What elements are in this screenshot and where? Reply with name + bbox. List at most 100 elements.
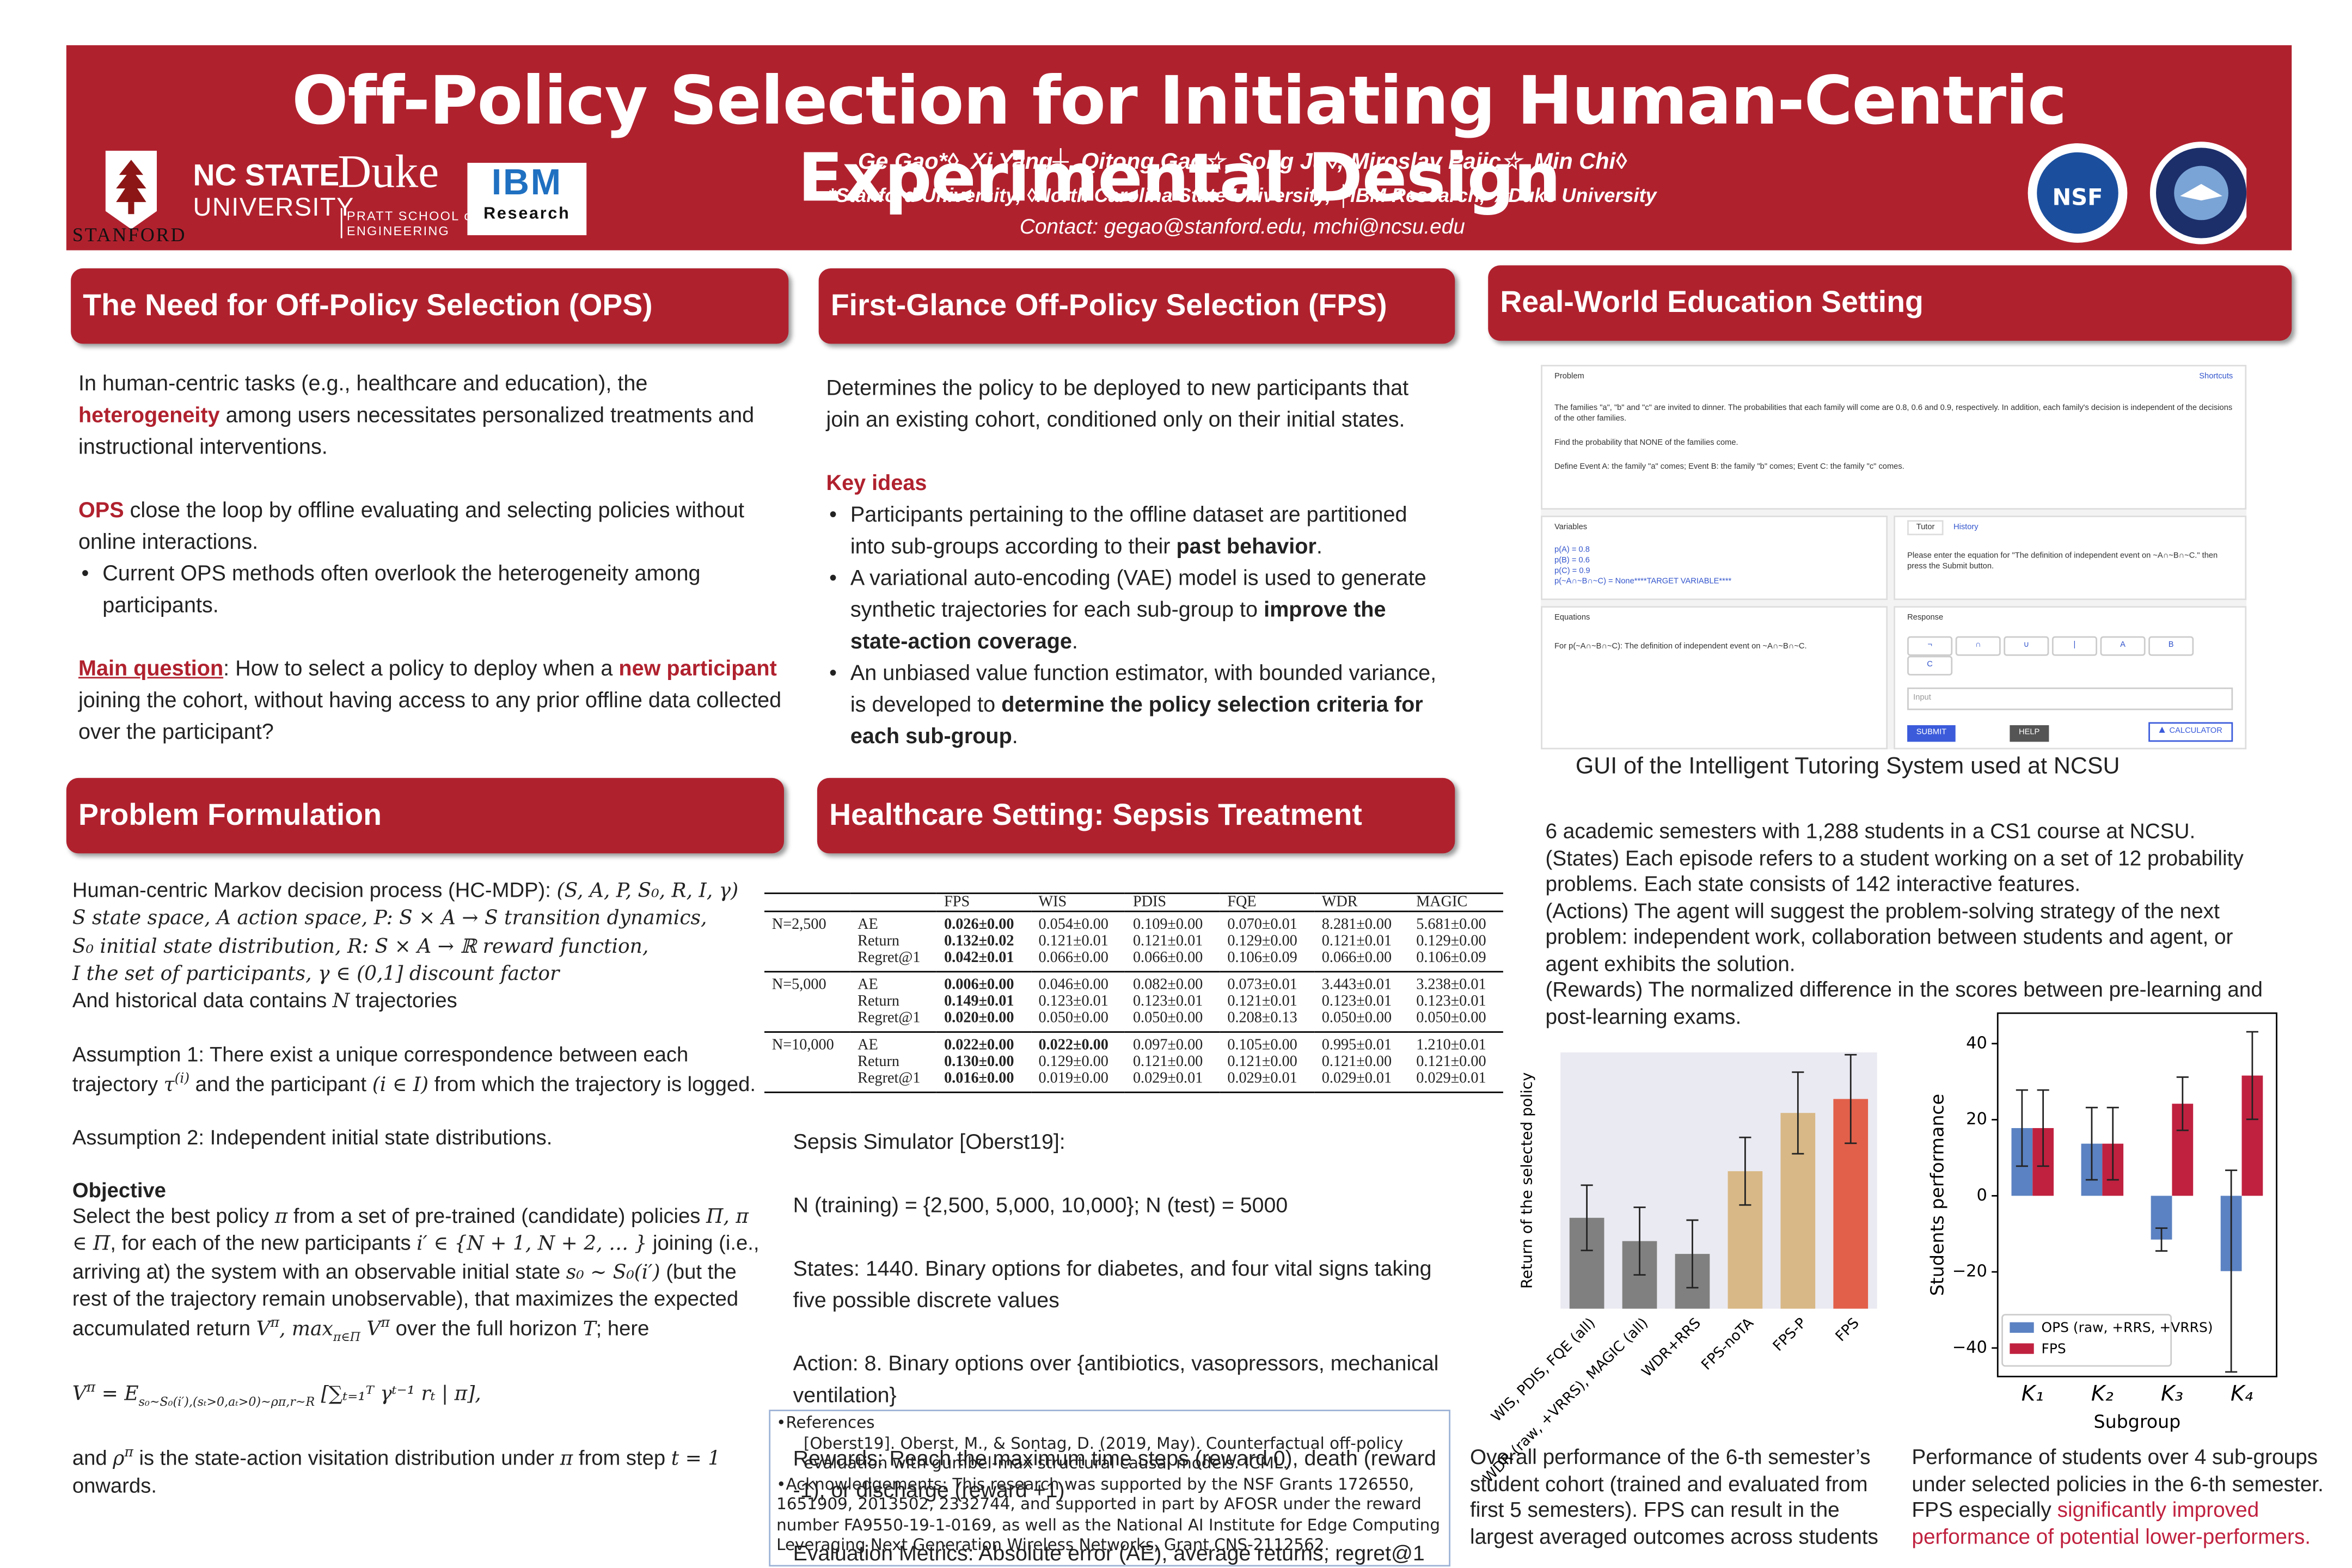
- paragraph: In human-centric tasks (e.g., healthcare…: [78, 369, 790, 464]
- table-row: N=5,000 AE 0.006±0.00 0.046±0.00 0.082±0.00 0…: [764, 972, 1503, 994]
- table-row: Regret@1 0.016±0.00 0.019±0.00 0.029±0.01 0.…: [764, 1070, 1503, 1092]
- response-pane: Response ¬ ∩ ∪ | A B C Input SUBMIT HELP CALCU…: [1894, 606, 2247, 750]
- metric: Return: [857, 1054, 899, 1071]
- paragraph: Vπ = Es₀~S₀(i′),(sₜ>0,aₜ>0)~ρπ,r~R [∑ₜ₌₁…: [72, 1377, 769, 1416]
- text-run: (Actions) The agent will suggest the pro…: [1545, 898, 2233, 975]
- text-run: close the loop by offline evaluating and…: [78, 499, 745, 555]
- text-run: Evaluation Metrics: Absolute error (AE),…: [793, 1542, 1425, 1567]
- cell: 0.121±0.00: [1321, 1054, 1392, 1071]
- text-run: .: [1012, 725, 1018, 750]
- nsf: NSF: [2052, 184, 2103, 211]
- text-run: s₀~S₀(i′),(sₜ>0,aₜ>0)~ρπ,r~R: [138, 1395, 315, 1410]
- legend-label: OPS (raw, +RRS, +VRRS): [2042, 1320, 2213, 1336]
- text-run: (S, A, P, S₀, R, I, γ) S state space, A …: [72, 880, 739, 986]
- button[interactable]: ∩: [1955, 636, 2001, 656]
- paragraph: Evaluation Metrics: Absolute error (AE),…: [793, 1539, 1460, 1568]
- button[interactable]: ¬: [1907, 636, 1953, 656]
- ncstate: NC STATE: [193, 160, 340, 193]
- button[interactable]: |: [2051, 636, 2097, 656]
- error-bar: [1686, 1219, 1699, 1289]
- text-run: from step: [573, 1447, 671, 1470]
- variable: p(~A∩~B∩~C) = None****TARGET VARIABLE***…: [1554, 577, 1732, 587]
- text-run: from a set of pre-trained (candidate) po…: [287, 1205, 707, 1228]
- bullet-item: Participants pertaining to the offline d…: [826, 500, 1442, 564]
- cell: 0.050±0.00: [1321, 1010, 1392, 1027]
- button[interactable]: B: [2148, 636, 2194, 656]
- cell: 0.123±0.01: [1416, 993, 1486, 1010]
- duke-sub1: PRATT SCHOOL of: [346, 208, 477, 223]
- button[interactable]: A: [2100, 636, 2146, 656]
- table-row: Return 0.130±0.00 0.129±0.00 0.121±0.00 0.12…: [764, 1054, 1503, 1070]
- text-run: Overall performance of the 6-th semester…: [1470, 1444, 1878, 1548]
- y-axis-label: Return of the selected policy: [1518, 1073, 1536, 1289]
- submit[interactable]: SUBMIT: [1907, 725, 1956, 742]
- label: Variables: [1554, 523, 1588, 532]
- text-run: Assumption 1: There exist a unique corre…: [72, 1043, 689, 1096]
- text-run: = E: [95, 1383, 139, 1407]
- text-run: Action: 8. Binary options over {antibiot…: [793, 1352, 1439, 1408]
- section-heading: Healthcare Setting: Sepsis Treatment: [817, 777, 1455, 854]
- text-run: : How to select a policy to deploy when …: [223, 657, 619, 682]
- column-header: FPS: [944, 894, 970, 911]
- x-tick-label: K₄: [2231, 1382, 2253, 1406]
- cell: 0.121±0.00: [1227, 1054, 1297, 1071]
- buttons: ¬ ∩ ∪ | A B C: [1907, 636, 2233, 676]
- duke: Duke: [338, 144, 439, 198]
- table-group: N=5,000 AE 0.006±0.00 0.046±0.00 0.082±0.00 0…: [764, 972, 1503, 1032]
- ref-heading: •References: [776, 1414, 875, 1432]
- text-run: Key ideas: [826, 471, 927, 497]
- error-bar: [1792, 1071, 1804, 1155]
- text-run: π: [560, 1448, 573, 1472]
- table-row: N=10,000 AE 0.022±0.00 0.022±0.00 0.097±0.00…: [764, 1032, 1503, 1054]
- text-run: Π, π ∈ Π: [72, 1206, 749, 1257]
- text-run: (but the rest of the trajectory remain u…: [72, 1260, 739, 1340]
- text-run: N: [332, 990, 350, 1014]
- cell: 0.097±0.00: [1132, 1037, 1203, 1054]
- variable: p(A) = 0.8: [1554, 546, 1590, 555]
- text-run: , max: [279, 1319, 333, 1342]
- cell: 0.123±0.01: [1038, 993, 1108, 1010]
- tab[interactable]: History: [1953, 523, 1979, 532]
- text-run: V: [256, 1319, 271, 1342]
- input[interactable]: Input: [1907, 687, 2233, 710]
- section-heading: Problem Formulation: [66, 777, 784, 854]
- shortcuts[interactable]: Shortcuts: [2199, 372, 2233, 382]
- cell: 0.026±0.00: [944, 916, 1014, 934]
- error-bar: [1845, 1054, 1857, 1144]
- problem-text: The families "a", "b" and "c" are invite…: [1554, 404, 2233, 473]
- text-block: Human-centric Markov decision process (H…: [72, 878, 769, 1499]
- paragraph: Main question: How to select a policy to…: [78, 654, 790, 749]
- cell: 0.129±0.00: [1416, 933, 1486, 950]
- cell: 1.210±0.01: [1416, 1037, 1486, 1054]
- calculator[interactable]: CALCULATOR: [2148, 722, 2233, 742]
- y-axis-label: Students performance: [1927, 1094, 1948, 1296]
- paragraph: Human-centric Markov decision process (H…: [72, 878, 769, 1015]
- paragraph: Assumption 2: Independent initial state …: [72, 1125, 769, 1152]
- paragraph: OPS close the loop by offline evaluating…: [78, 496, 790, 559]
- references: •References [Oberst19]. Oberst, M., & Son…: [769, 1410, 1450, 1567]
- help[interactable]: HELP: [2010, 725, 2049, 742]
- cell: 0.022±0.00: [944, 1037, 1014, 1054]
- text-run: (i): [174, 1072, 190, 1087]
- duke-sub: PRATT SCHOOL of ENGINEERING: [340, 208, 477, 238]
- text-run: π: [86, 1381, 96, 1397]
- problem-pane: Problem Shortcuts The families "a", "b" …: [1541, 365, 2247, 510]
- problem-line: Define Event A: the family "a" comes; Ev…: [1554, 463, 1904, 472]
- tab[interactable]: Tutor: [1907, 520, 1944, 536]
- cell: 0.149±0.01: [944, 993, 1014, 1010]
- cell: 0.066±0.00: [1038, 950, 1108, 967]
- text-run: Objective: [72, 1179, 166, 1202]
- table-row: Return 0.149±0.01 0.123±0.01 0.123±0.01 0.12…: [764, 994, 1503, 1010]
- tutor-pane: Tutor History Please enter the equation …: [1894, 516, 2247, 601]
- paragraph: (Actions) The agent will suggest the pro…: [1545, 898, 2284, 977]
- text-run: 6 academic semesters with 1,288 students…: [1545, 818, 2196, 843]
- metric: Return: [857, 993, 899, 1010]
- text-run: significantly improved performance of po…: [1912, 1497, 2311, 1548]
- button[interactable]: ∪: [2004, 636, 2049, 656]
- caption: Performance of students over 4 sub-group…: [1912, 1444, 2346, 1550]
- metric: AE: [857, 916, 878, 934]
- y-tick-label: 0: [1976, 1186, 1987, 1205]
- button[interactable]: C: [1907, 656, 1953, 676]
- cell: 3.443±0.01: [1321, 977, 1392, 994]
